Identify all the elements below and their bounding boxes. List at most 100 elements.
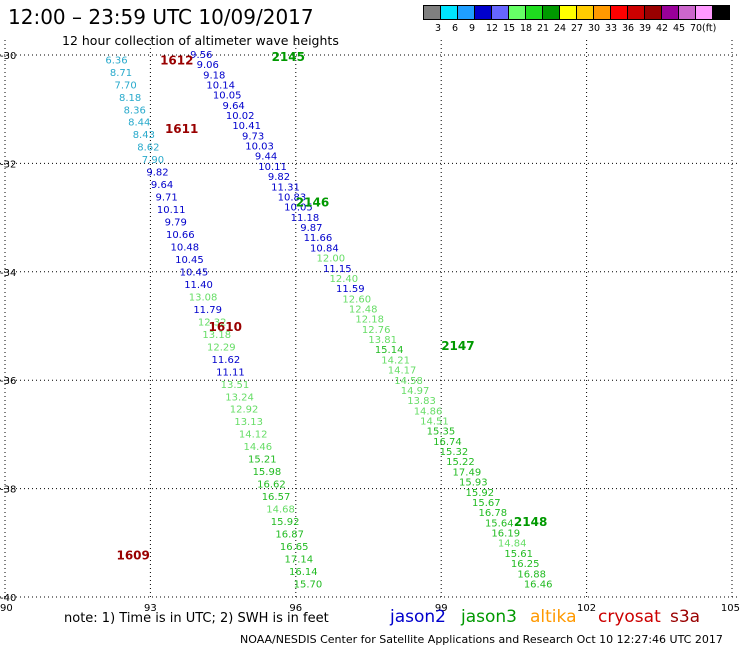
wave-height-label: 7.90: [142, 155, 164, 166]
wave-height-label: 16.57: [262, 492, 291, 503]
wave-height-label: 16.14: [289, 567, 318, 578]
wave-height-label: 13.81: [368, 335, 397, 346]
wave-height-label: 10.45: [180, 267, 209, 278]
wave-height-label: 14.97: [401, 386, 430, 397]
wave-height-label: 15.14: [375, 345, 404, 356]
wave-height-label: 8.43: [133, 130, 155, 141]
colorbar-swatch: [712, 5, 730, 20]
wave-height-label: 16.62: [257, 480, 286, 491]
x-tick-label: 105: [721, 603, 740, 614]
wave-height-label: 9.44: [255, 152, 277, 163]
wave-height-label: 9.56: [190, 50, 212, 61]
wave-height-label: 13.24: [225, 392, 254, 403]
wave-height-label: 15.35: [427, 427, 456, 438]
wave-height-label: 15.67: [472, 498, 501, 509]
wave-height-label: 11.62: [212, 355, 241, 366]
wave-height-label: 14.58: [394, 376, 423, 387]
wave-height-label: 16.87: [275, 530, 304, 541]
wave-height-label: 9.06: [197, 60, 219, 71]
wave-height-label: 12.18: [355, 315, 384, 326]
wave-height-label: 13.13: [234, 417, 263, 428]
wave-height-label: 12.92: [230, 405, 259, 416]
x-tick-label: 99: [435, 603, 448, 614]
pass-label: 1610: [209, 320, 242, 334]
wave-height-label: 12.76: [362, 325, 391, 336]
wave-height-label: 8.71: [110, 68, 132, 79]
wave-height-label: 10.05: [213, 91, 242, 102]
colorbar-label: 24: [554, 23, 567, 34]
wave-height-label: 15.22: [446, 457, 475, 468]
wave-height-label: 16.88: [517, 569, 546, 580]
colorbar-label: 30: [588, 23, 601, 34]
wave-height-label: 9.64: [223, 101, 245, 112]
wave-height-label: 9.82: [146, 168, 168, 179]
wave-height-label: 12.48: [349, 304, 378, 315]
chart-title: 12:00 – 23:59 UTC 10/09/2017: [8, 5, 314, 29]
satellite-legend-item: jason2: [390, 607, 446, 627]
wave-height-label: 15.70: [294, 579, 323, 590]
wave-height-label: 9.87: [300, 223, 322, 234]
x-tick-label: 102: [577, 603, 596, 614]
pass-label: 1611: [165, 122, 198, 136]
pass-label: 2145: [272, 50, 305, 64]
y-tick-label: -30: [0, 51, 16, 62]
wave-height-label: 13.08: [189, 292, 218, 303]
wave-height-label: 7.70: [114, 80, 136, 91]
wave-height-label: 13.18: [202, 330, 231, 341]
wave-height-label: 8.44: [128, 118, 150, 129]
wave-height-label: 15.64: [485, 518, 514, 529]
wave-height-label: 14.51: [420, 417, 449, 428]
wave-height-label: 12.32: [198, 317, 227, 328]
chart-subtitle: 12 hour collection of altimeter wave hei…: [62, 33, 339, 48]
wave-height-label: 16.74: [433, 437, 462, 448]
colorbar-label: 70: [690, 23, 703, 34]
y-tick-label: -38: [0, 485, 16, 496]
wave-height-label: 15.32: [440, 447, 469, 458]
wave-height-label: 9.82: [268, 172, 290, 183]
wave-height-label: 11.79: [193, 305, 222, 316]
wave-height-label: 11.31: [271, 182, 300, 193]
wave-height-label: 14.17: [388, 366, 417, 377]
wave-height-label: 17.49: [453, 467, 482, 478]
colorbar-label: 33: [605, 23, 618, 34]
wave-height-label: 14.21: [381, 355, 410, 366]
wave-height-label: 11.40: [184, 280, 213, 291]
wave-height-label: 10.11: [258, 162, 287, 173]
colorbar-label: 6: [452, 23, 459, 34]
colorbar-label: 3: [435, 23, 442, 34]
colorbar-label: 42: [656, 23, 669, 34]
x-tick-label: 93: [144, 603, 157, 614]
wave-height-label: 9.18: [203, 70, 225, 81]
pass-label: 1612: [160, 53, 193, 67]
wave-height-label: 14.84: [498, 539, 527, 550]
wave-height-label: 14.12: [239, 430, 268, 441]
wave-height-label: 11.66: [304, 233, 333, 244]
wave-height-label: 17.14: [284, 554, 313, 565]
wave-height-label: 14.86: [414, 406, 443, 417]
wave-height-label: 11.11: [216, 367, 245, 378]
x-tick-label: 96: [289, 603, 302, 614]
wave-height-label: 8.18: [119, 93, 141, 104]
colorbar-label: 36: [622, 23, 635, 34]
colorbar-label: 15: [503, 23, 516, 34]
wave-height-label: 12.00: [317, 254, 346, 265]
y-tick-label: -40: [0, 593, 16, 604]
colorbar-label: 21: [537, 23, 550, 34]
wave-height-label: 9.71: [155, 193, 177, 204]
wave-height-label: 6.36: [105, 55, 127, 66]
wave-height-label: 8.36: [124, 105, 146, 116]
wave-height-label: 8.62: [137, 143, 159, 154]
pass-label: 2147: [441, 339, 474, 353]
colorbar-label: 27: [571, 23, 584, 34]
wave-height-label: 15.21: [248, 455, 277, 466]
wave-height-label: 10.83: [278, 192, 307, 203]
wave-height-label: 15.61: [504, 549, 533, 560]
colorbar-label: (ft): [702, 23, 717, 34]
colorbar-label: 18: [520, 23, 533, 34]
wave-height-label: 16.65: [280, 542, 309, 553]
wave-height-label: 14.46: [243, 442, 272, 453]
wave-height-label: 12.60: [342, 294, 371, 305]
wave-height-label: 16.78: [478, 508, 507, 519]
wave-height-label: 10.05: [284, 203, 313, 214]
